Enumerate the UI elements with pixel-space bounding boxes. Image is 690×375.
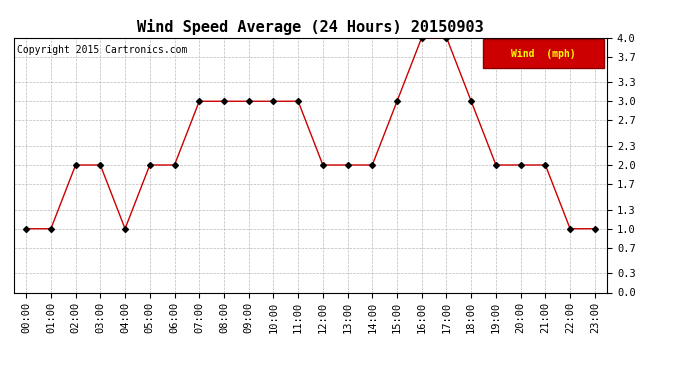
Text: Wind  (mph): Wind (mph) — [511, 48, 575, 58]
Text: Copyright 2015 Cartronics.com: Copyright 2015 Cartronics.com — [17, 45, 187, 55]
Title: Wind Speed Average (24 Hours) 20150903: Wind Speed Average (24 Hours) 20150903 — [137, 19, 484, 35]
FancyBboxPatch shape — [482, 39, 604, 68]
